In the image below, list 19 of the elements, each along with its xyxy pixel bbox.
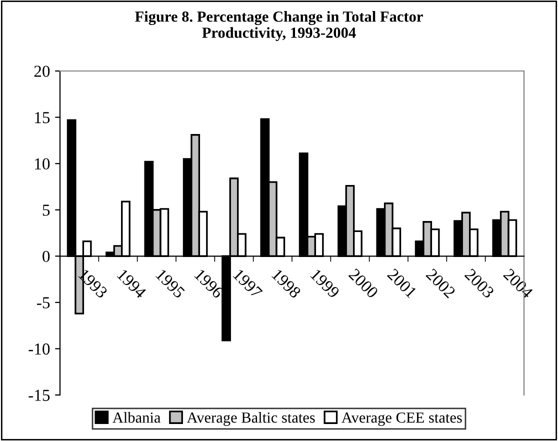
x-tick-label: 1996: [194, 268, 224, 299]
y-tick-label: 5: [42, 204, 50, 216]
legend-label: Average Baltic states: [186, 412, 315, 426]
y-tick-label: 10: [35, 158, 50, 170]
y-tick-label: -15: [28, 390, 50, 401]
x-tick-label: 1997: [232, 268, 263, 299]
x-tick-label: 1994: [116, 268, 148, 299]
y-tick-label: 20: [34, 66, 50, 77]
legend-label: Albania: [112, 412, 161, 423]
chart-title: Figure 8. Percentage Change in Total Factor Productivity, 1993-2004: [135, 11, 423, 42]
y-tick-label: -5: [37, 297, 50, 308]
x-tick-label: 1993: [78, 268, 108, 299]
y-tick-label: -10: [28, 343, 50, 355]
x-tick-label: 1998: [271, 268, 302, 299]
x-tick-label: 1999: [310, 268, 340, 299]
y-tick-label: 15: [35, 112, 50, 124]
legend-label: Average CEE states: [342, 412, 462, 426]
y-tick-label: 0: [42, 250, 50, 262]
x-tick-label: 1995: [155, 268, 186, 299]
